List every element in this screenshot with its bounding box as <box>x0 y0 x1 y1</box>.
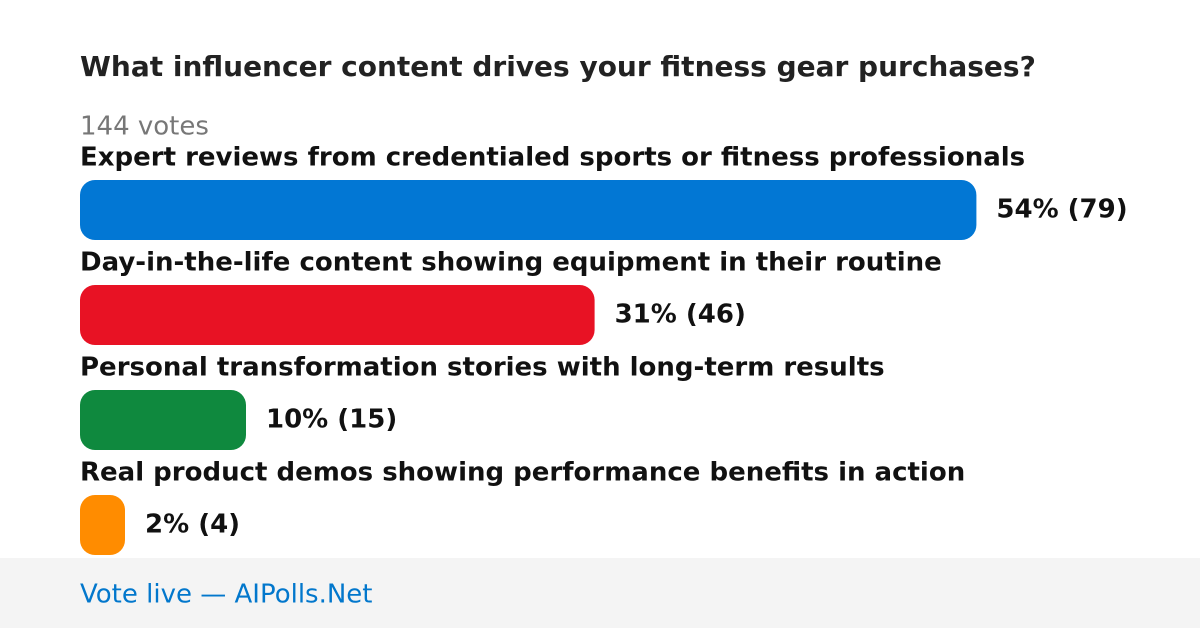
poll-title: What influencer content drives your fitn… <box>80 50 1036 83</box>
bar <box>80 390 246 450</box>
vote-count: 144 votes <box>80 112 209 142</box>
option-label: Real product demos showing performance b… <box>80 458 965 488</box>
value-label: 2% (4) <box>145 510 240 540</box>
bar <box>80 495 125 555</box>
bar <box>80 285 595 345</box>
footer-bar <box>0 558 1200 628</box>
value-label: 10% (15) <box>266 405 397 435</box>
option-label: Day-in-the-life content showing equipmen… <box>80 248 942 278</box>
bar <box>80 180 977 240</box>
value-label: 54% (79) <box>996 195 1127 225</box>
option-label: Expert reviews from credentialed sports … <box>80 143 1025 173</box>
option-label: Personal transformation stories with lon… <box>80 353 885 383</box>
value-label: 31% (46) <box>615 300 746 330</box>
footer-link[interactable]: Vote live — AIPolls.Net <box>80 580 373 610</box>
